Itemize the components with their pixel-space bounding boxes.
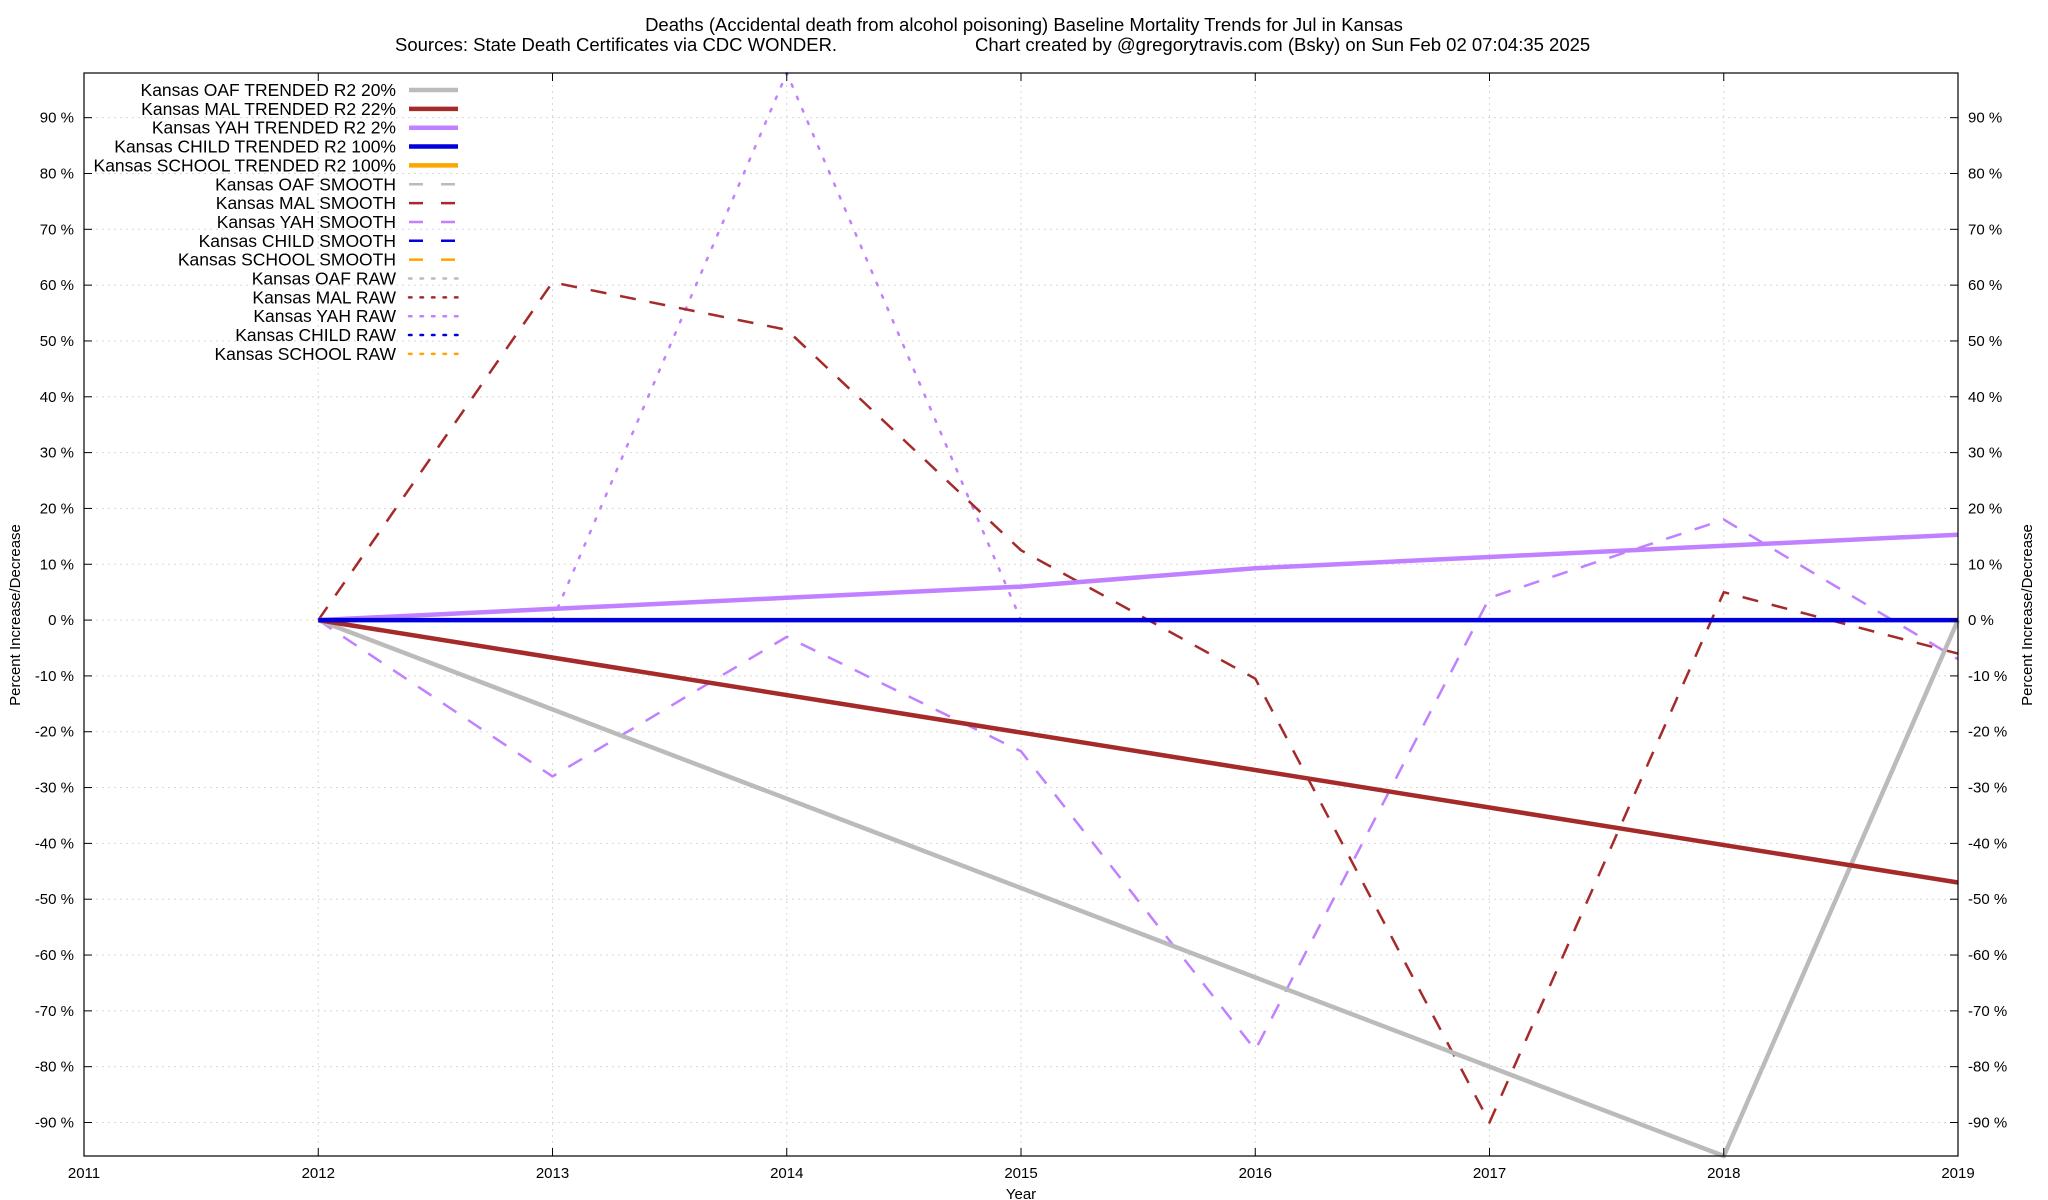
legend: Kansas OAF TRENDED R2 20%Kansas MAL TREN… [94, 80, 460, 364]
x-tick-label: 2012 [302, 1165, 335, 1182]
legend-label: Kansas OAF RAW [252, 269, 397, 289]
y-tick-label-left: -30 % [35, 780, 74, 797]
legend-label: Kansas YAH RAW [253, 306, 396, 326]
y-tick-label-right: -10 % [1968, 668, 2007, 685]
legend-label: Kansas CHILD TRENDED R2 100% [114, 137, 396, 157]
y-axis-label-right: Percent Increase/Decrease [2019, 524, 2036, 706]
y-tick-label-right: 70 % [1968, 221, 2002, 238]
legend-label: Kansas SCHOOL RAW [214, 344, 396, 364]
y-tick-label-left: 20 % [40, 500, 74, 517]
y-tick-label-right: 10 % [1968, 556, 2002, 573]
y-tick-label-left: 10 % [40, 556, 74, 573]
axes: 2011 2012 2013 2014 2015 2016 2017 2018 2019 -90 … [35, 73, 2007, 1182]
legend-label: Kansas CHILD SMOOTH [199, 231, 396, 251]
x-tick-label: 2013 [536, 1165, 569, 1182]
y-tick-label-left: -10 % [35, 668, 74, 685]
y-tick-label-right: 90 % [1968, 110, 2002, 127]
y-tick-label-right: -50 % [1968, 891, 2007, 908]
series-line-yah-smooth [317, 518, 1959, 1052]
y-tick-label-right: -70 % [1968, 1003, 2007, 1020]
chart-title: Deaths (Accidental death from alcohol po… [645, 14, 1403, 35]
y-tick-label-left: 60 % [40, 277, 74, 294]
y-axis-label-left: Percent Increase/Decrease [7, 524, 24, 706]
y-tick-label-right: 40 % [1968, 389, 2002, 406]
y-tick-label-right: -30 % [1968, 780, 2007, 797]
legend-label: Kansas CHILD RAW [235, 325, 396, 345]
y-tick-label-right: -60 % [1968, 947, 2007, 964]
y-tick-label-left: -50 % [35, 891, 74, 908]
x-tick-label: 2019 [1941, 1165, 1974, 1182]
series-line-yah-trend [318, 532, 1959, 623]
y-tick-label-left: 30 % [40, 445, 74, 462]
legend-label: Kansas MAL SMOOTH [216, 193, 396, 213]
y-tick-label-left: -60 % [35, 947, 74, 964]
chart-subtitle-credit: Chart created by @gregorytravis.com (Bsk… [975, 34, 1590, 55]
x-tick-label: 2016 [1239, 1165, 1272, 1182]
y-tick-label-right: 80 % [1968, 165, 2002, 182]
legend-label: Kansas YAH SMOOTH [217, 212, 396, 232]
x-tick-label: 2011 [68, 1165, 100, 1182]
x-tick-label: 2015 [1004, 1165, 1037, 1182]
y-tick-label-right: -20 % [1968, 724, 2007, 741]
y-tick-label-left: 90 % [40, 110, 74, 127]
series-line-mal-smooth [317, 281, 1959, 1124]
y-tick-label-left: 70 % [40, 221, 74, 238]
legend-label: Kansas SCHOOL TRENDED R2 100% [94, 155, 396, 175]
legend-label: Kansas YAH TRENDED R2 2% [152, 118, 396, 138]
y-tick-label-right: 60 % [1968, 277, 2002, 294]
y-tick-label-left: -80 % [35, 1059, 74, 1076]
legend-label: Kansas MAL RAW [252, 287, 396, 307]
y-tick-label-left: 40 % [40, 389, 74, 406]
y-tick-label-right: -40 % [1968, 835, 2007, 852]
legend-label: Kansas SCHOOL SMOOTH [178, 250, 396, 270]
y-tick-label-left: -20 % [35, 724, 74, 741]
x-tick-label: 2018 [1707, 1165, 1740, 1182]
legend-label: Kansas OAF TRENDED R2 20% [141, 80, 396, 100]
x-axis-label: Year [1006, 1186, 1036, 1200]
chart-subtitle-source: Sources: State Death Certificates via CD… [395, 34, 837, 55]
legend-label: Kansas OAF SMOOTH [215, 174, 396, 194]
legend-label: Kansas MAL TRENDED R2 22% [141, 99, 396, 119]
y-tick-label-right: 50 % [1968, 333, 2002, 350]
x-tick-label: 2017 [1473, 1165, 1506, 1182]
y-tick-label-right: 30 % [1968, 445, 2002, 462]
y-tick-label-left: -40 % [35, 835, 74, 852]
y-tick-label-left: -70 % [35, 1003, 74, 1020]
y-tick-label-left: 0 % [48, 612, 74, 629]
y-tick-label-right: -90 % [1968, 1115, 2007, 1132]
x-tick-label: 2014 [770, 1165, 803, 1182]
y-tick-label-right: 0 % [1968, 612, 1994, 629]
y-tick-label-right: -80 % [1968, 1059, 2007, 1076]
y-tick-label-left: 50 % [40, 333, 74, 350]
y-tick-label-left: -90 % [35, 1115, 74, 1132]
series-line-mal-trend [317, 617, 1959, 885]
y-tick-label-left: 80 % [40, 165, 74, 182]
y-tick-label-right: 20 % [1968, 500, 2002, 517]
